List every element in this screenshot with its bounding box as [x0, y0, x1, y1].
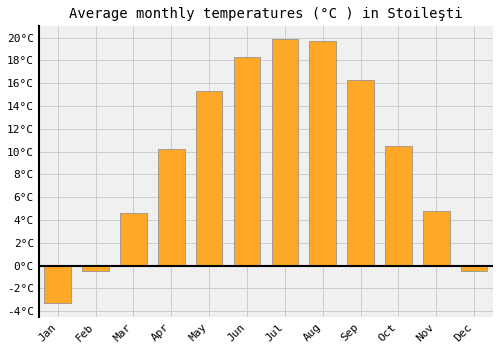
Title: Average monthly temperatures (°C ) in Stoileşti: Average monthly temperatures (°C ) in St…: [69, 7, 462, 21]
Bar: [348, 80, 374, 266]
Bar: [310, 41, 336, 266]
Bar: [385, 146, 411, 266]
Bar: [158, 149, 184, 266]
Bar: [461, 266, 487, 271]
Bar: [44, 266, 71, 303]
Bar: [120, 213, 146, 266]
Bar: [196, 91, 222, 266]
Bar: [82, 266, 109, 271]
Bar: [423, 211, 450, 266]
Bar: [272, 39, 298, 266]
Bar: [234, 57, 260, 266]
